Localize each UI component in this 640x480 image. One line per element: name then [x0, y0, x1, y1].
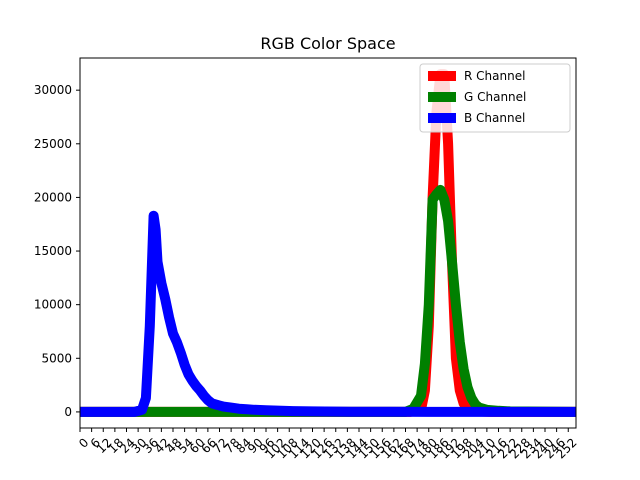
y-tick-label: 5000 — [41, 351, 72, 365]
y-tick-label: 0 — [64, 405, 72, 419]
y-axis: 0 5000 10000 15000 20000 25000 30000 — [34, 83, 80, 419]
y-tick-label: 15000 — [34, 244, 72, 258]
legend-label: G Channel — [464, 90, 526, 104]
y-tick-label: 20000 — [34, 190, 72, 204]
legend-label: B Channel — [464, 111, 525, 125]
y-tick-label: 30000 — [34, 83, 72, 97]
y-tick-label: 25000 — [34, 137, 72, 151]
plot-frame — [79, 57, 577, 429]
y-tick-label: 10000 — [34, 298, 72, 312]
legend-label: R Channel — [464, 69, 525, 83]
legend: R Channel G Channel B Channel — [419, 63, 571, 133]
series-line-b-channel — [80, 210, 576, 417]
chart-title: RGB Color Space — [260, 34, 395, 53]
legend-box — [419, 63, 571, 133]
x-axis: 0612182430364248546066727884909610210811… — [76, 428, 580, 462]
